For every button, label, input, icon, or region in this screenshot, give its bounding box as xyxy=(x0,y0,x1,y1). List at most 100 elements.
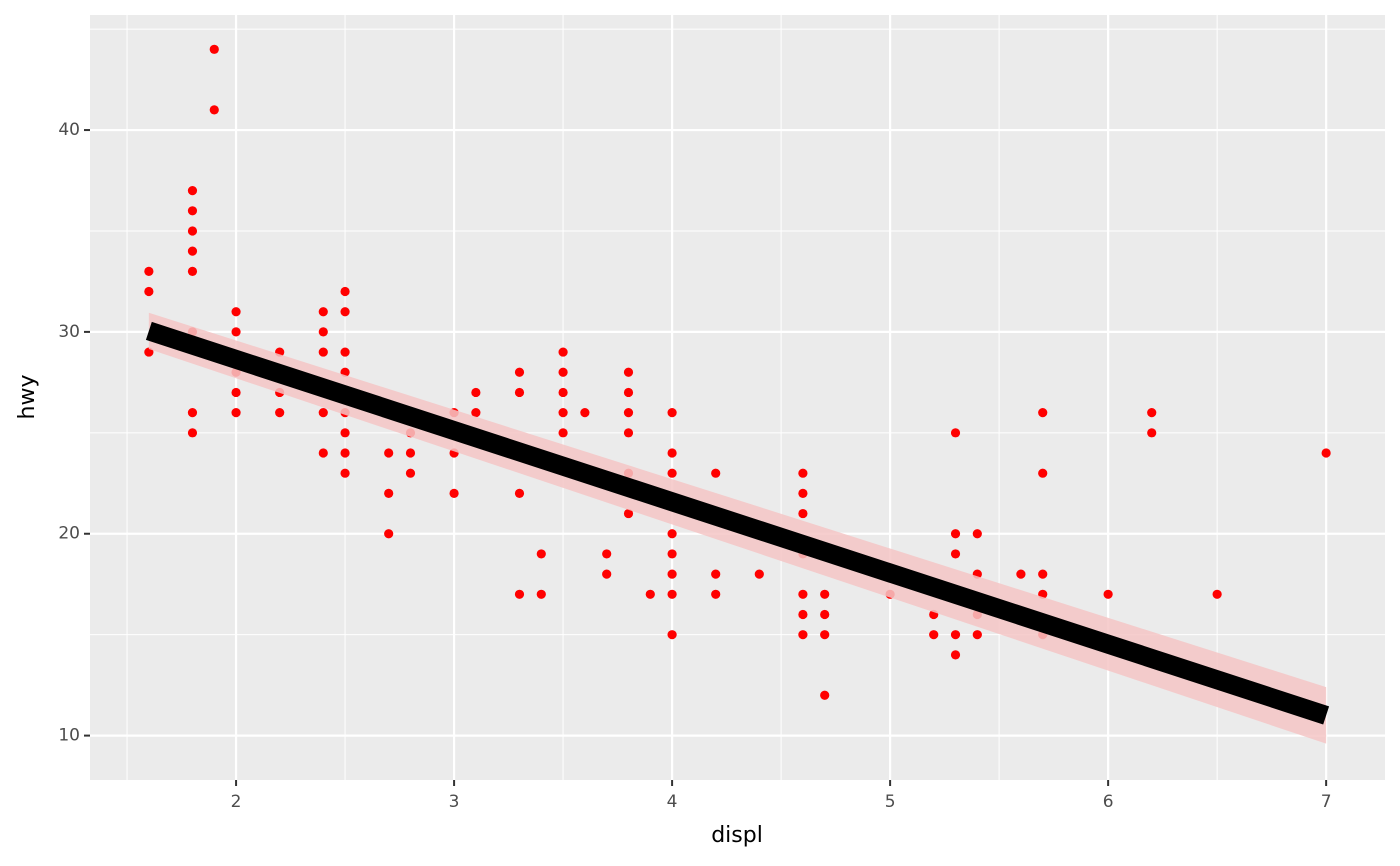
point xyxy=(514,589,525,599)
point xyxy=(798,488,808,498)
point xyxy=(536,549,546,559)
point xyxy=(798,589,808,599)
point xyxy=(929,630,939,640)
point xyxy=(623,408,634,418)
point xyxy=(558,367,568,377)
point xyxy=(711,468,721,478)
point xyxy=(340,468,350,478)
point xyxy=(340,448,350,458)
point xyxy=(950,529,961,539)
point xyxy=(340,428,350,438)
point xyxy=(820,609,830,620)
point xyxy=(514,367,525,377)
point xyxy=(820,690,830,700)
x-tick-label: 4 xyxy=(667,792,678,812)
point xyxy=(187,246,198,256)
point xyxy=(711,589,721,599)
point xyxy=(1016,569,1026,579)
point xyxy=(318,307,328,317)
point xyxy=(231,387,241,398)
point xyxy=(558,347,568,357)
point xyxy=(798,508,808,519)
point xyxy=(1147,428,1157,438)
point xyxy=(514,387,525,398)
point xyxy=(144,286,154,297)
grid xyxy=(90,15,1385,780)
point xyxy=(187,266,198,276)
point xyxy=(449,488,459,498)
point xyxy=(1038,569,1048,579)
point xyxy=(972,630,982,640)
point xyxy=(514,488,525,498)
point xyxy=(1038,468,1048,478)
point xyxy=(623,387,634,398)
point xyxy=(667,408,677,418)
marks xyxy=(144,44,1331,744)
point xyxy=(384,488,394,498)
point xyxy=(405,448,416,458)
point xyxy=(711,569,721,579)
point xyxy=(820,630,830,640)
point xyxy=(187,408,198,418)
axes: 2 3 4 5 6 7 10 20 30 40 xyxy=(58,120,1331,812)
point xyxy=(536,589,546,599)
point xyxy=(318,408,328,418)
point xyxy=(340,286,350,297)
point xyxy=(667,569,677,579)
point xyxy=(187,206,198,216)
point xyxy=(318,347,328,357)
point xyxy=(667,589,677,599)
point xyxy=(623,367,634,377)
point xyxy=(820,589,830,599)
point xyxy=(318,327,328,337)
point xyxy=(1147,408,1157,418)
point xyxy=(1038,408,1048,418)
point xyxy=(667,468,677,478)
point xyxy=(754,569,764,579)
point xyxy=(231,408,241,418)
x-tick-label: 6 xyxy=(1103,792,1114,812)
point xyxy=(405,468,416,478)
point xyxy=(187,186,198,196)
point xyxy=(471,387,481,398)
point xyxy=(558,428,568,438)
point xyxy=(950,428,961,438)
point xyxy=(209,44,219,54)
y-axis-title: hwy xyxy=(15,375,40,420)
point xyxy=(798,468,808,478)
x-tick-label: 5 xyxy=(885,792,896,812)
point xyxy=(798,630,808,640)
point xyxy=(950,630,961,640)
point xyxy=(144,266,154,276)
point xyxy=(580,408,590,418)
point xyxy=(667,529,677,539)
point xyxy=(1321,448,1331,458)
y-tick-label: 10 xyxy=(58,726,80,746)
point xyxy=(602,549,612,559)
point xyxy=(231,307,241,317)
point xyxy=(972,529,982,539)
point xyxy=(1212,589,1222,599)
point xyxy=(384,448,394,458)
x-tick-label: 7 xyxy=(1321,792,1332,812)
point xyxy=(471,408,481,418)
point xyxy=(340,347,350,357)
point xyxy=(187,428,198,438)
point xyxy=(1103,589,1113,599)
point xyxy=(950,549,961,559)
y-tick-label: 20 xyxy=(58,524,80,544)
point xyxy=(187,226,198,236)
point xyxy=(667,549,677,559)
point xyxy=(231,327,241,337)
point xyxy=(558,408,568,418)
point xyxy=(558,387,568,398)
y-tick-label: 40 xyxy=(58,120,80,140)
point xyxy=(623,428,634,438)
point xyxy=(602,569,612,579)
x-tick-label: 3 xyxy=(449,792,460,812)
point xyxy=(667,448,677,458)
x-axis-title: displ xyxy=(711,823,763,848)
point xyxy=(667,630,677,640)
